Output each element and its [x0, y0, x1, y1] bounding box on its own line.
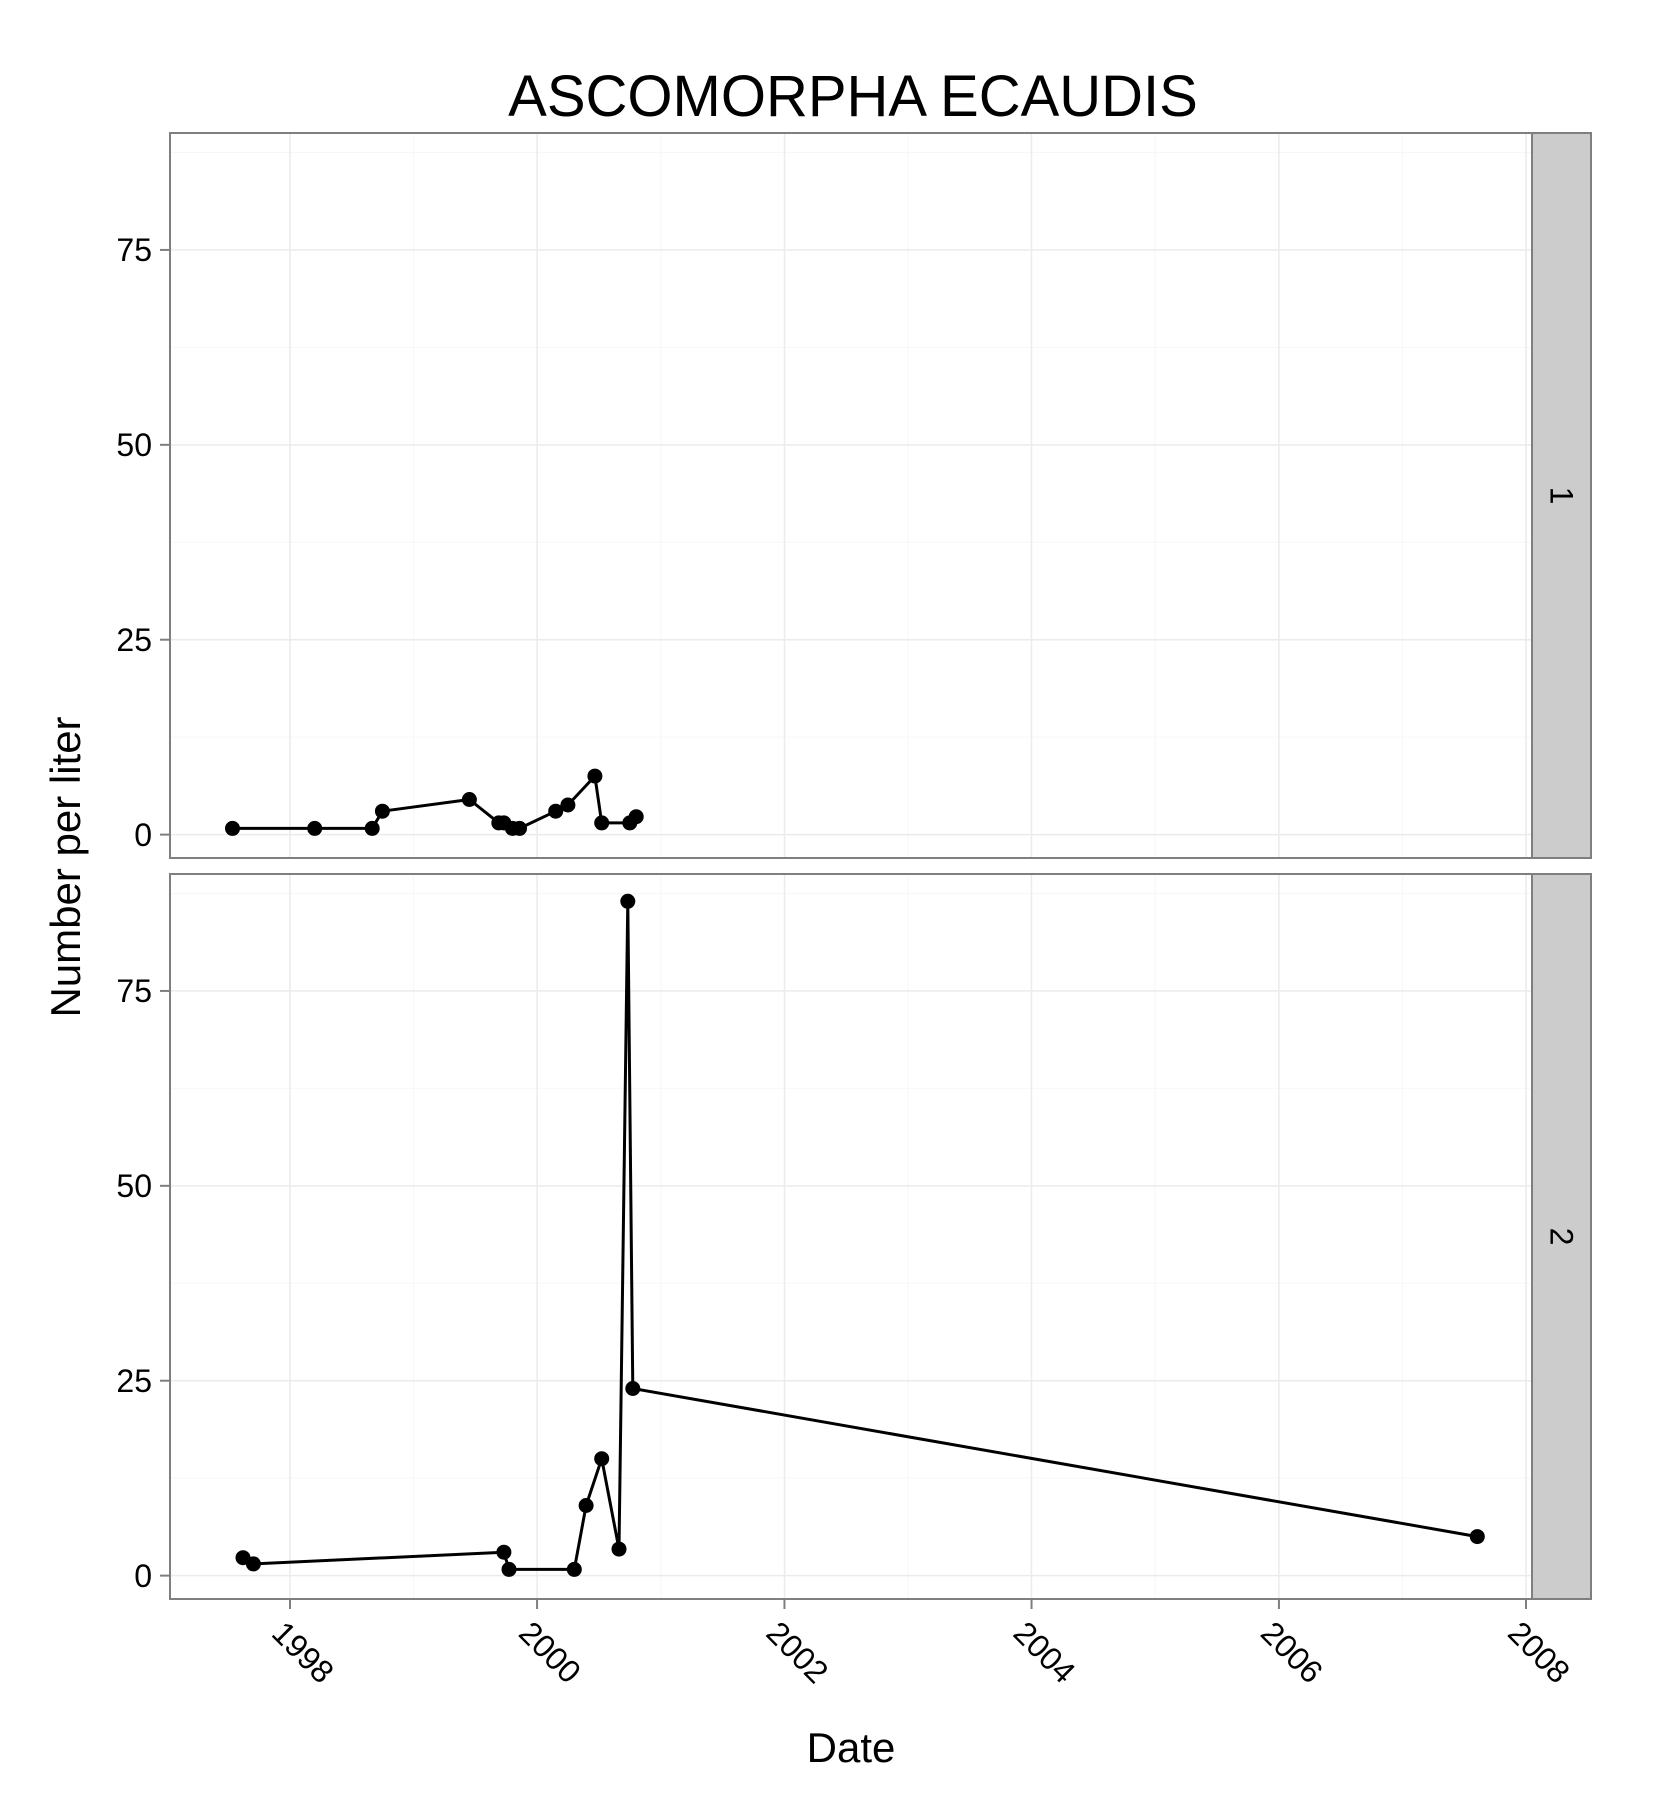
- panel-2-background: [169, 873, 1533, 1600]
- x-axis-title: Date: [807, 1724, 896, 1771]
- y-tick-label: 75: [116, 232, 152, 268]
- panel-1-series: [225, 768, 644, 836]
- data-point: [245, 1556, 261, 1572]
- y-tick-label: 25: [116, 622, 152, 658]
- x-tick-label: 2000: [512, 1614, 588, 1690]
- data-point: [566, 1561, 582, 1577]
- facet-strip-1-label: 1: [1543, 487, 1579, 505]
- x-tick-label: 2002: [760, 1614, 836, 1690]
- data-point: [512, 820, 527, 836]
- data-point: [225, 820, 240, 836]
- panel-1-grid: [171, 134, 1531, 857]
- panel-1-background: [169, 132, 1533, 859]
- panel-2-grid: [171, 875, 1531, 1598]
- data-point: [548, 803, 564, 819]
- x-tick-label: 2006: [1254, 1614, 1330, 1690]
- y-tick-label: 25: [116, 1363, 152, 1399]
- panel-2: 0 25 50 75 2: [116, 873, 1592, 1600]
- data-point: [587, 768, 603, 784]
- y-axis-title: Number per liter: [42, 716, 89, 1017]
- x-tick-label: 2008: [1501, 1614, 1577, 1690]
- panel-2-y-ticks: 0 25 50 75: [116, 973, 170, 1594]
- y-tick-label: 0: [134, 1558, 152, 1594]
- x-axis: 1998 2000 2002 2004 2006 2008: [265, 1599, 1577, 1690]
- x-tick-label: 1998: [265, 1614, 341, 1690]
- data-point: [560, 797, 576, 813]
- data-point: [374, 803, 390, 819]
- panel-1: 0 25 50 75 1: [116, 132, 1592, 859]
- data-point: [611, 1541, 627, 1557]
- y-tick-label: 0: [134, 817, 152, 853]
- data-point: [496, 1544, 512, 1560]
- data-point: [578, 1498, 594, 1513]
- data-point: [628, 809, 644, 825]
- data-point: [461, 792, 477, 807]
- y-tick-label: 75: [116, 973, 152, 1009]
- data-point: [594, 815, 610, 831]
- y-tick-label: 50: [116, 427, 152, 463]
- data-point: [625, 1381, 641, 1396]
- panel-2-series: [235, 893, 1485, 1577]
- data-point: [307, 820, 323, 836]
- data-point: [594, 1451, 610, 1467]
- facet-strip-2: [1531, 873, 1592, 1600]
- facet-strip-2-label: 2: [1543, 1228, 1579, 1246]
- panel-1-y-ticks: 0 25 50 75: [116, 232, 170, 853]
- data-point: [1469, 1529, 1485, 1545]
- facet-strip-1: [1531, 132, 1592, 859]
- data-point: [501, 1561, 517, 1577]
- chart-title: ASCOMORPHA ECAUDIS: [508, 64, 1198, 129]
- data-point: [364, 820, 380, 836]
- x-tick-label: 2004: [1007, 1614, 1083, 1690]
- data-point: [620, 893, 636, 909]
- y-tick-label: 50: [116, 1168, 152, 1204]
